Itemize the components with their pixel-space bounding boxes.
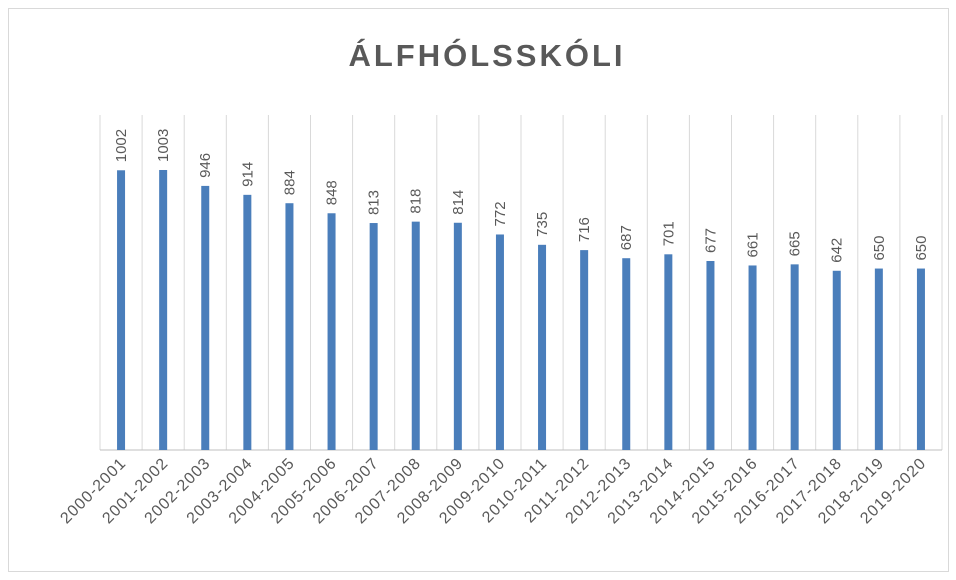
data-label: 661: [745, 232, 762, 257]
bar: [874, 268, 883, 450]
bar: [201, 185, 210, 451]
data-label: 650: [913, 236, 930, 261]
data-label: 701: [660, 221, 677, 246]
data-label: 814: [450, 190, 467, 215]
chart-title: ÁLFHÓLSSKÓLI: [348, 37, 625, 73]
data-label: 772: [492, 201, 509, 226]
data-label: 1003: [155, 129, 172, 162]
data-label: 677: [702, 228, 719, 253]
bar: [117, 170, 126, 450]
bar: [916, 268, 925, 450]
data-label: 687: [618, 225, 635, 250]
data-label: 642: [829, 238, 846, 263]
bar: [790, 264, 799, 450]
data-label: 665: [787, 231, 804, 256]
bar: [327, 213, 336, 450]
bar: [664, 254, 673, 450]
bar: [453, 222, 462, 450]
bar: [243, 194, 252, 450]
bar: [748, 265, 757, 450]
bar: [832, 270, 841, 450]
bar: [159, 169, 168, 450]
data-label: 946: [197, 153, 214, 178]
data-label: 716: [576, 217, 593, 242]
bar: [538, 244, 547, 450]
bar: [706, 261, 715, 450]
data-label: 650: [871, 236, 888, 261]
data-label: 848: [324, 180, 341, 205]
bar: [580, 250, 589, 450]
data-label: 914: [239, 162, 256, 187]
data-label: 818: [408, 189, 425, 214]
data-label: 735: [534, 212, 551, 237]
data-label: 884: [281, 170, 298, 195]
bar: [369, 223, 378, 450]
bar: [495, 234, 504, 450]
bar: [411, 221, 420, 450]
bar: [622, 258, 631, 450]
data-label: 813: [366, 190, 383, 215]
data-label: 1002: [113, 129, 130, 162]
bar: [285, 203, 294, 450]
